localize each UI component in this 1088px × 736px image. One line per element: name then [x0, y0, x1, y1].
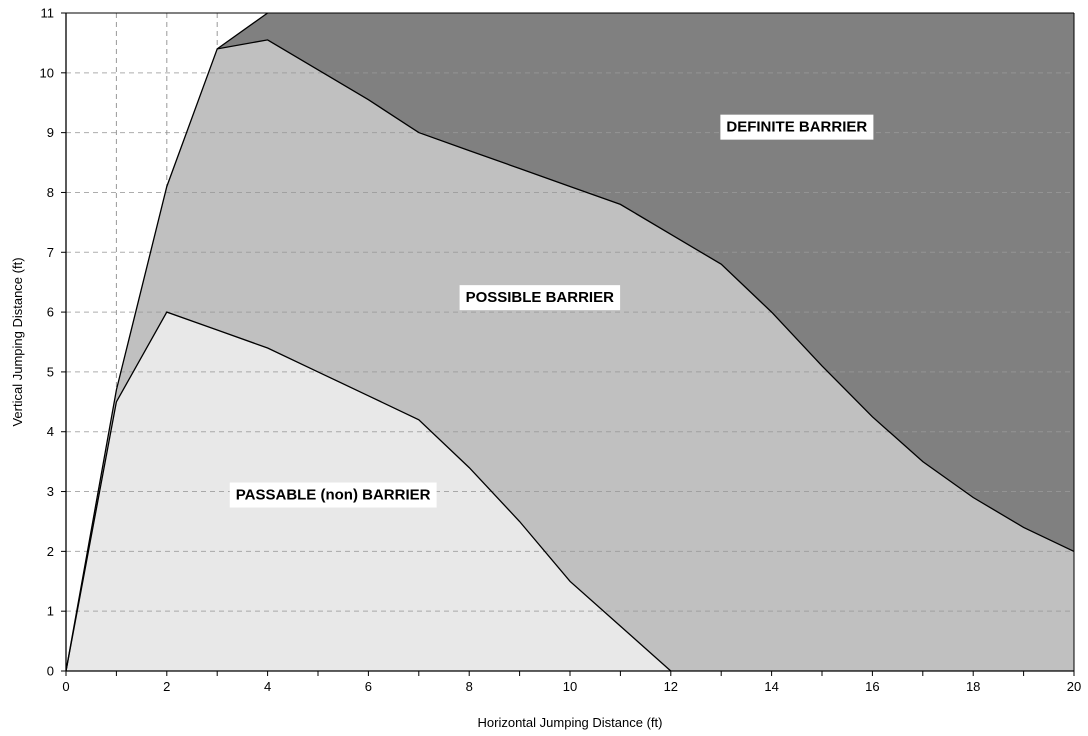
- definite-barrier-boundary-line: [216, 12, 268, 50]
- possible-barrier-boundary-line: [65, 39, 1075, 672]
- x-axis-ticks: 0 2 4 6 8 10 12 14 16 18 20: [62, 671, 1081, 694]
- passable-barrier-boundary-line: [65, 311, 672, 672]
- region-label: PASSABLE (non) BARRIER: [229, 482, 437, 508]
- x-tick-label: 0: [62, 679, 69, 694]
- y-tick-label: 0: [47, 664, 54, 679]
- y-tick-label: 7: [47, 245, 54, 260]
- y-tick-label: 6: [47, 305, 54, 320]
- x-tick-label: 4: [264, 679, 271, 694]
- region-label-box: [459, 285, 621, 311]
- region-label-text: DEFINITE BARRIER: [726, 119, 867, 136]
- region-label-text: POSSIBLE BARRIER: [466, 289, 615, 306]
- y-tick-label: 1: [47, 604, 54, 619]
- y-axis-ticks: 0 1 2 3 4 5 6 7 8 9 10 11: [40, 6, 66, 679]
- definite-barrier-region: [217, 13, 1074, 552]
- x-tick-label: 16: [865, 679, 879, 694]
- y-tick-label: 5: [47, 364, 54, 379]
- y-tick-label: 10: [40, 65, 54, 80]
- y-axis-title: Vertical Jumping Distance (ft): [10, 257, 25, 426]
- y-tick-label: 2: [47, 544, 54, 559]
- x-tick-label: 20: [1067, 679, 1081, 694]
- y-tick-label: 4: [47, 424, 54, 439]
- x-tick-label: 6: [365, 679, 372, 694]
- grid-lines: [66, 13, 1074, 612]
- region-label-text: PASSABLE (non) BARRIER: [236, 487, 431, 504]
- x-tick-label: 10: [563, 679, 577, 694]
- x-tick-label: 8: [466, 679, 473, 694]
- region-label: POSSIBLE BARRIER: [459, 285, 621, 311]
- x-tick-label: 12: [664, 679, 678, 694]
- x-tick-label: 2: [163, 679, 170, 694]
- region-label-box: [229, 482, 437, 508]
- x-tick-label: 14: [764, 679, 778, 694]
- y-tick-label: 3: [47, 484, 54, 499]
- y-tick-label: 9: [47, 125, 54, 140]
- y-tick-label: 11: [41, 6, 55, 21]
- region-label: DEFINITE BARRIER: [720, 114, 874, 140]
- region-labels: DEFINITE BARRIER POSSIBLE BARRIER PASSABLE…: [229, 114, 874, 508]
- y-tick-label: 8: [47, 185, 54, 200]
- region-label-box: [720, 114, 874, 140]
- x-tick-label: 18: [966, 679, 980, 694]
- x-axis-title: Horizontal Jumping Distance (ft): [478, 715, 663, 730]
